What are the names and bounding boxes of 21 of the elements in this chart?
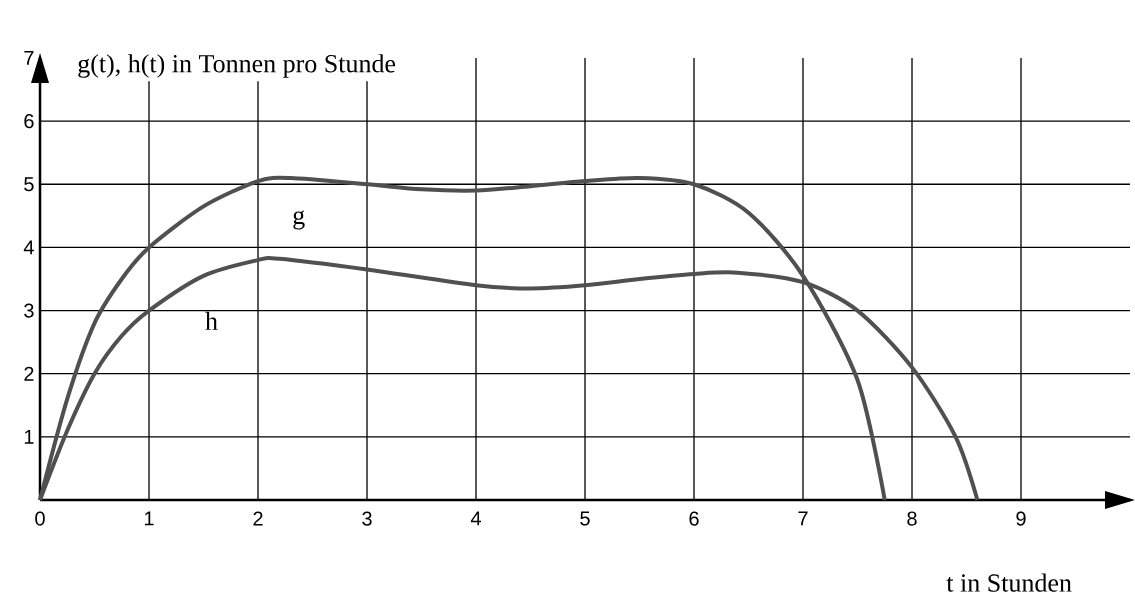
y-tick-label: 5 bbox=[24, 177, 34, 192]
x-tick-label: 7 bbox=[798, 511, 808, 526]
x-tick-label: 6 bbox=[689, 511, 699, 526]
series-label: g bbox=[293, 210, 305, 230]
series-label: h bbox=[205, 311, 218, 330]
x-tick-label: 5 bbox=[580, 511, 590, 526]
x-tick-label: 3 bbox=[362, 511, 372, 526]
y-tick-label: 1 bbox=[24, 429, 34, 444]
x-tick-label: 8 bbox=[907, 511, 917, 526]
x-tick-label: 4 bbox=[470, 511, 481, 526]
y-tick-label: 2 bbox=[24, 366, 34, 381]
y-tick-label: 7 bbox=[24, 51, 34, 65]
y-axis-title: g(t), h(t) in Tonnen pro Stunde bbox=[78, 54, 396, 78]
x-tick-label: 2 bbox=[253, 511, 263, 526]
x-axis-title: t in Stunden bbox=[946, 573, 1072, 592]
x-tick-label: 9 bbox=[1016, 511, 1026, 526]
y-tick-label: 4 bbox=[23, 240, 34, 255]
x-tick-label: 1 bbox=[144, 511, 154, 526]
y-tick-label: 3 bbox=[24, 303, 34, 318]
y-tick-label: 6 bbox=[24, 114, 34, 129]
x-tick-label: 0 bbox=[35, 511, 45, 526]
